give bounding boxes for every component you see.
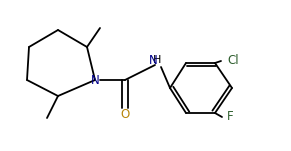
Text: Cl: Cl [227, 55, 239, 67]
Text: N: N [149, 53, 157, 66]
Text: H: H [153, 55, 161, 65]
Text: O: O [120, 108, 129, 120]
Text: N: N [91, 74, 99, 87]
Text: F: F [227, 111, 233, 124]
